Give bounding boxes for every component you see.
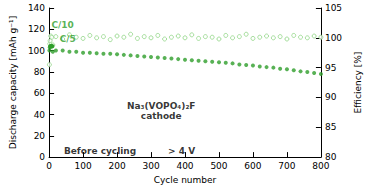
svg-text:100: 100 xyxy=(28,46,45,56)
svg-text:140: 140 xyxy=(28,3,45,13)
svg-text:400: 400 xyxy=(176,161,193,171)
svg-text:500: 500 xyxy=(210,161,227,171)
svg-text:200: 200 xyxy=(108,161,125,171)
svg-text:100: 100 xyxy=(325,33,342,43)
svg-text:85: 85 xyxy=(325,122,336,132)
svg-text:60: 60 xyxy=(34,88,46,98)
svg-text:600: 600 xyxy=(244,161,261,171)
svg-text:100: 100 xyxy=(74,161,91,171)
svg-text:Na₃(VOPO₄)₂F: Na₃(VOPO₄)₂F xyxy=(127,101,196,111)
svg-text:Discharge capacity [mAh g⁻¹]: Discharge capacity [mAh g⁻¹] xyxy=(8,16,18,149)
svg-text:0: 0 xyxy=(39,152,45,162)
svg-text:Efficiency [%]: Efficiency [%] xyxy=(353,52,363,114)
svg-text:80: 80 xyxy=(324,152,337,163)
svg-text:40: 40 xyxy=(34,110,46,120)
svg-text:300: 300 xyxy=(142,161,159,171)
svg-text:Before cycling: Before cycling xyxy=(64,146,136,156)
svg-text:95: 95 xyxy=(325,63,336,73)
svg-text:700: 700 xyxy=(278,161,295,171)
svg-text:C/5: C/5 xyxy=(60,34,76,44)
svg-text:80: 80 xyxy=(34,67,46,77)
svg-text:cathode: cathode xyxy=(141,111,182,121)
svg-text:90: 90 xyxy=(325,92,337,102)
svg-text:> 4 V: > 4 V xyxy=(168,146,195,156)
svg-text:800: 800 xyxy=(312,161,329,171)
svg-text:C/10: C/10 xyxy=(51,20,73,30)
svg-text:0: 0 xyxy=(46,161,52,171)
svg-text:105: 105 xyxy=(325,3,342,13)
svg-text:20: 20 xyxy=(34,131,46,141)
svg-text:Cycle number: Cycle number xyxy=(154,175,217,185)
svg-text:120: 120 xyxy=(28,24,45,34)
